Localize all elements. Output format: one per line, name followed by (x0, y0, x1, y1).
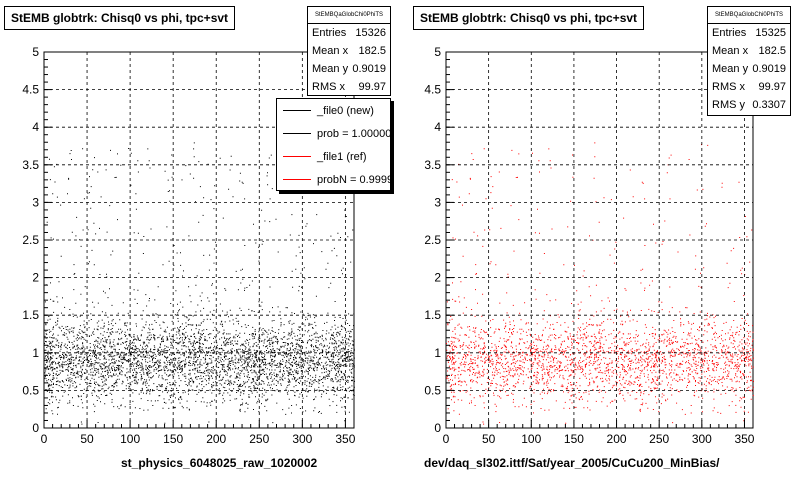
legend-entry: probN = 0.99999 (277, 168, 390, 190)
y-tick-label: 4 (434, 120, 441, 134)
y-tick-label: 5 (32, 45, 39, 59)
stats-label: Mean y (312, 63, 349, 75)
panel-2-stats-row: Entries 15325 (708, 24, 790, 42)
stats-label: Mean x (312, 45, 349, 57)
stats-label: Entries (312, 27, 347, 39)
y-tick-label: 5 (434, 45, 441, 59)
y-tick-label: 1.5 (424, 308, 441, 322)
panel-2-stats-row: RMS x 99.97 (708, 78, 790, 96)
panel-2-stats-box: StEMBQaGlobChi0PhiTS Entries 15325 Mean x… (707, 6, 791, 116)
x-tick-label: 150 (564, 432, 584, 446)
panel-2-stats-name: StEMBQaGlobChi0PhiTS (708, 7, 790, 24)
panel-2-x-caption: dev/daq_sl302.ittf/Sat/year_2005/CuCu200… (424, 456, 720, 470)
y-tick-label: 1 (434, 346, 441, 360)
x-tick-label: 150 (163, 432, 183, 446)
stats-value: 99.97 (358, 81, 386, 93)
panel-1-stats-row: Entries 15326 (308, 24, 390, 42)
stats-label: RMS x (712, 81, 745, 93)
y-tick-label: 0 (32, 421, 39, 435)
panel-1-stats-row: RMS x 99.97 (308, 78, 390, 96)
stats-label: RMS y (712, 99, 745, 111)
y-tick-label: 3 (434, 195, 441, 209)
x-tick-label: 50 (482, 432, 496, 446)
panel-1-x-caption: st_physics_6048025_raw_1020002 (121, 456, 318, 470)
legend-label: _file1 (ref) (317, 150, 367, 163)
x-tick-label: 250 (249, 432, 269, 446)
panel-1-stats-row: Mean x 182.5 (308, 42, 390, 60)
y-tick-label: 3.5 (424, 158, 441, 172)
stats-label: Entries (712, 27, 747, 39)
x-tick-label: 0 (41, 432, 48, 446)
x-tick-label: 100 (521, 432, 541, 446)
y-tick-label: 0 (434, 421, 441, 435)
x-tick-label: 300 (292, 432, 312, 446)
y-tick-label: 3.5 (22, 158, 39, 172)
legend-label: probN = 0.99999 (317, 173, 390, 186)
legend-entry: _file0 (new) (277, 99, 390, 122)
y-tick-label: 4.5 (424, 83, 441, 97)
stats-value: 0.9019 (352, 63, 386, 75)
x-tick-label: 350 (734, 432, 754, 446)
stats-value: 182.5 (758, 45, 786, 57)
x-tick-label: 200 (206, 432, 226, 446)
panel-1-stats-box: StEMBQaGlobChi0PhiTS Entries 15326 Mean x… (307, 6, 391, 96)
y-tick-label: 4.5 (22, 83, 39, 97)
legend-entry: prob = 1.000000 (277, 122, 390, 145)
stats-value: 15326 (355, 27, 386, 39)
y-tick-label: 1 (32, 346, 39, 360)
legend-label: prob = 1.000000 (317, 127, 391, 140)
y-tick-label: 2.5 (424, 233, 441, 247)
panel-2-stats-row: RMS y 0.3307 (708, 96, 790, 114)
panel-1-stats-row: Mean y 0.9019 (308, 60, 390, 78)
legend-line-black (283, 110, 311, 111)
y-tick-label: 2 (32, 271, 39, 285)
legend-line-black (283, 133, 311, 134)
panel-1-legend: _file0 (new) prob = 1.000000 _file1 (ref… (276, 98, 391, 191)
panel-2-plot: 0 50 100 150 200 250 300 350 0 0.5 1 1.5 2 2.5 3 3.5 4 4.… (424, 45, 754, 446)
legend-line-red (283, 179, 311, 180)
stats-value: 182.5 (358, 45, 386, 57)
panel-2-title: StEMB globtrk: Chisq0 vs phi, tpc+svt (413, 6, 645, 30)
x-tick-label: 100 (120, 432, 140, 446)
legend-line-red (283, 156, 311, 157)
y-tick-label: 1.5 (22, 308, 39, 322)
stats-label: Mean y (712, 63, 749, 75)
x-tick-label: 0 (443, 432, 450, 446)
x-tick-label: 300 (692, 432, 712, 446)
y-tick-label: 2 (434, 271, 441, 285)
x-tick-label: 350 (335, 432, 355, 446)
stats-value: 99.97 (758, 81, 786, 93)
legend-entry: _file1 (ref) (277, 145, 390, 168)
x-tick-label: 200 (607, 432, 627, 446)
y-tick-label: 3 (32, 195, 39, 209)
y-tick-label: 4 (32, 120, 39, 134)
stats-value: 0.3307 (752, 99, 786, 111)
y-tick-label: 2.5 (22, 233, 39, 247)
stats-label: RMS x (312, 81, 345, 93)
x-tick-label: 50 (80, 432, 94, 446)
panel-2-stats-row: Mean x 182.5 (708, 42, 790, 60)
panel-2-stats-row: Mean y 0.9019 (708, 60, 790, 78)
stats-value: 15325 (755, 27, 786, 39)
stats-label: Mean x (712, 45, 749, 57)
y-tick-label: 0.5 (424, 383, 441, 397)
x-tick-label: 250 (649, 432, 669, 446)
legend-label: _file0 (new) (317, 104, 374, 117)
stats-value: 0.9019 (752, 63, 786, 75)
y-tick-label: 0.5 (22, 383, 39, 397)
panel-1-title: StEMB globtrk: Chisq0 vs phi, tpc+svt (4, 6, 236, 30)
panel-1-stats-name: StEMBQaGlobChi0PhiTS (308, 7, 390, 24)
